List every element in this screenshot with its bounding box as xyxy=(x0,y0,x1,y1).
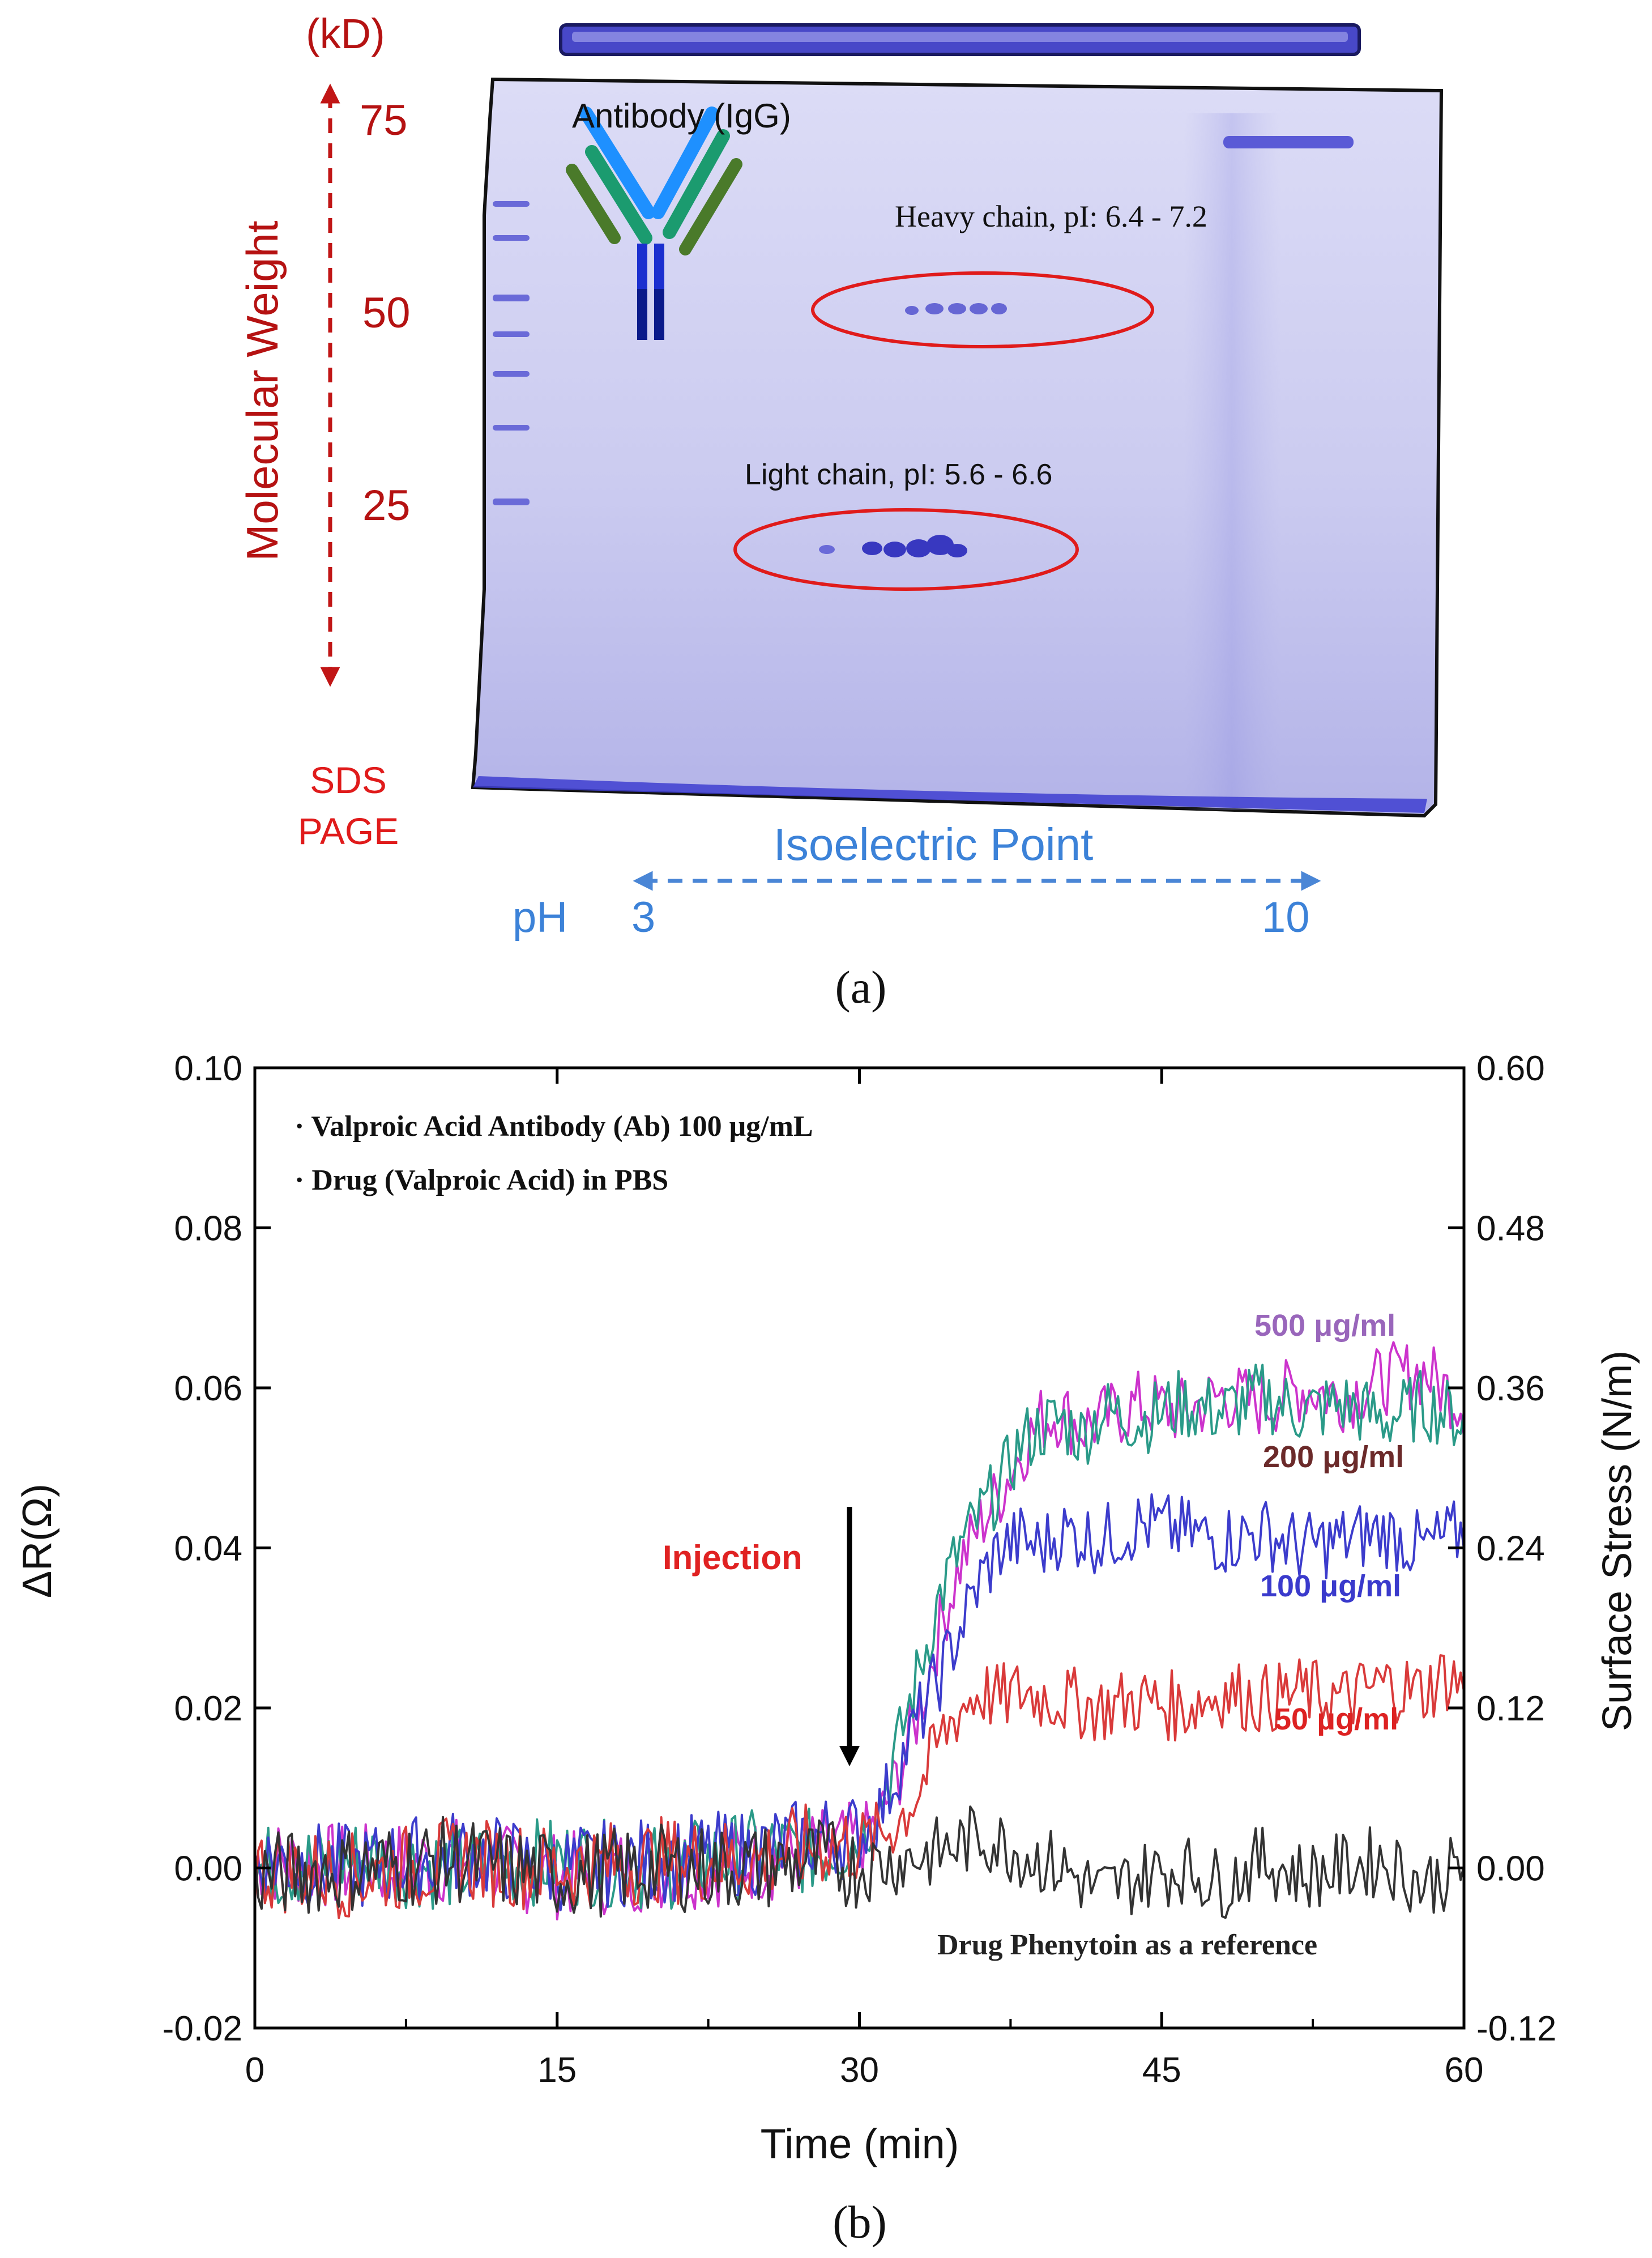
caption-a: (a) xyxy=(835,961,886,1013)
marker-band xyxy=(493,425,530,431)
kd-label: (kD) xyxy=(306,10,385,57)
heavy-chain-label: Heavy chain, pI: 6.4 - 7.2 xyxy=(895,199,1207,233)
ph-min: 3 xyxy=(631,893,655,941)
ief-strip-highlight xyxy=(572,32,1348,42)
marker-band xyxy=(493,295,530,301)
heavy-chain-spot xyxy=(925,303,944,314)
light-chain-spot xyxy=(883,542,906,557)
light-chain-spot xyxy=(906,539,931,557)
iep-label: Isoelectric Point xyxy=(774,819,1094,870)
ph-max: 10 xyxy=(1262,893,1310,941)
marker-band xyxy=(493,499,530,505)
y-tick-label: 0.06 xyxy=(174,1369,242,1408)
plot-series xyxy=(255,1341,1464,1921)
ph-label: pH xyxy=(513,893,567,941)
injection-label: Injection xyxy=(663,1539,802,1577)
heavy-chain-spots xyxy=(905,303,1007,315)
mw-axis-label: Molecular Weight xyxy=(237,220,287,561)
light-chain-spot xyxy=(862,542,882,555)
legend-line1: · Valproic Acid Antibody (Ab) 100 μg/mL xyxy=(294,1110,813,1143)
series-line-2 xyxy=(255,1493,1464,1911)
light-chain-spots xyxy=(819,535,967,557)
x-tick-label: 30 xyxy=(840,2051,879,2090)
y-right-axis-label: Surface Stress (N/m) xyxy=(1595,1350,1640,1731)
light-chain-label: Light chain, pI: 5.6 - 6.6 xyxy=(745,458,1052,491)
light-chain-spot xyxy=(819,545,835,554)
series-label-200: 200 μg/ml xyxy=(1263,1440,1404,1474)
sds-line2: PAGE xyxy=(298,810,399,852)
y-right-tick-label: 0.36 xyxy=(1476,1369,1545,1408)
y-right-tick-label: 0.00 xyxy=(1476,1850,1545,1889)
y-right-tick-label: 0.48 xyxy=(1476,1209,1545,1249)
gel-dye-front xyxy=(473,776,1427,813)
series-label-500: 500 μg/ml xyxy=(1254,1309,1395,1343)
legend-line2: · Drug (Valproic Acid) in PBS xyxy=(294,1164,668,1196)
heavy-chain-spot xyxy=(991,303,1007,314)
marker-band xyxy=(493,331,530,337)
y-axis-label: ΔR(Ω) xyxy=(15,1484,60,1598)
band-75-right xyxy=(1223,136,1354,148)
series-label-reference: Drug Phenytoin as a reference xyxy=(937,1929,1317,1961)
caption-b: (b) xyxy=(833,2196,887,2248)
panel-a: Antibody (IgG) Heavy chain, pI: 6.4 - 7.… xyxy=(237,10,1444,1013)
y-right-tick-label: 0.12 xyxy=(1476,1689,1545,1728)
antibody-icon xyxy=(566,106,742,340)
plot-ticks: 0 15 30 45 60 -0.02 0.00 0.02 0.04 0.06 0.08 0.10 -0… xyxy=(163,1049,1557,2090)
y-tick-label: 0.10 xyxy=(174,1049,242,1088)
y-right-tick-label: -0.12 xyxy=(1476,2009,1556,2048)
series-label-50: 50 μg/ml xyxy=(1274,1702,1398,1736)
light-chain-spot xyxy=(927,535,954,555)
x-tick-label: 0 xyxy=(245,2051,264,2090)
marker-band xyxy=(493,371,530,377)
panel-b: 0 15 30 45 60 -0.02 0.00 0.02 0.04 0.06 0.08 0.10 -0… xyxy=(15,1049,1640,2248)
heavy-chain-spot xyxy=(905,306,919,315)
y-right-tick-label: 0.24 xyxy=(1476,1530,1545,1569)
series-line-0 xyxy=(255,1341,1464,1921)
heavy-chain-circle xyxy=(811,271,1154,348)
series-line-4 xyxy=(255,1805,1464,1919)
y-tick-label: 0.02 xyxy=(174,1689,242,1728)
mw-tick-75: 75 xyxy=(360,96,408,144)
y-tick-label: -0.02 xyxy=(163,2009,242,2048)
marker-ladder xyxy=(493,201,530,505)
mw-tick-50: 50 xyxy=(362,289,411,337)
antibody-label: Antibody (IgG) xyxy=(572,97,791,135)
sds-line1: SDS xyxy=(310,759,387,801)
x-axis-label: Time (min) xyxy=(761,2120,959,2167)
light-chain-spot xyxy=(947,544,967,557)
marker-band xyxy=(493,201,530,207)
series-label-100: 100 μg/ml xyxy=(1260,1569,1401,1603)
x-tick-label: 60 xyxy=(1445,2051,1484,2090)
light-chain-circle xyxy=(733,508,1079,591)
y-tick-label: 0.04 xyxy=(174,1530,242,1569)
y-tick-label: 0.00 xyxy=(174,1850,242,1889)
x-tick-label: 45 xyxy=(1142,2051,1181,2090)
x-tick-label: 15 xyxy=(537,2051,577,2090)
y-right-tick-label: 0.60 xyxy=(1476,1049,1545,1088)
gel-lane-10 xyxy=(1184,113,1280,810)
marker-band xyxy=(493,235,530,241)
heavy-chain-spot xyxy=(948,303,966,314)
y-tick-label: 0.08 xyxy=(174,1209,242,1249)
heavy-chain-spot xyxy=(970,303,988,314)
mw-tick-25: 25 xyxy=(362,482,411,530)
